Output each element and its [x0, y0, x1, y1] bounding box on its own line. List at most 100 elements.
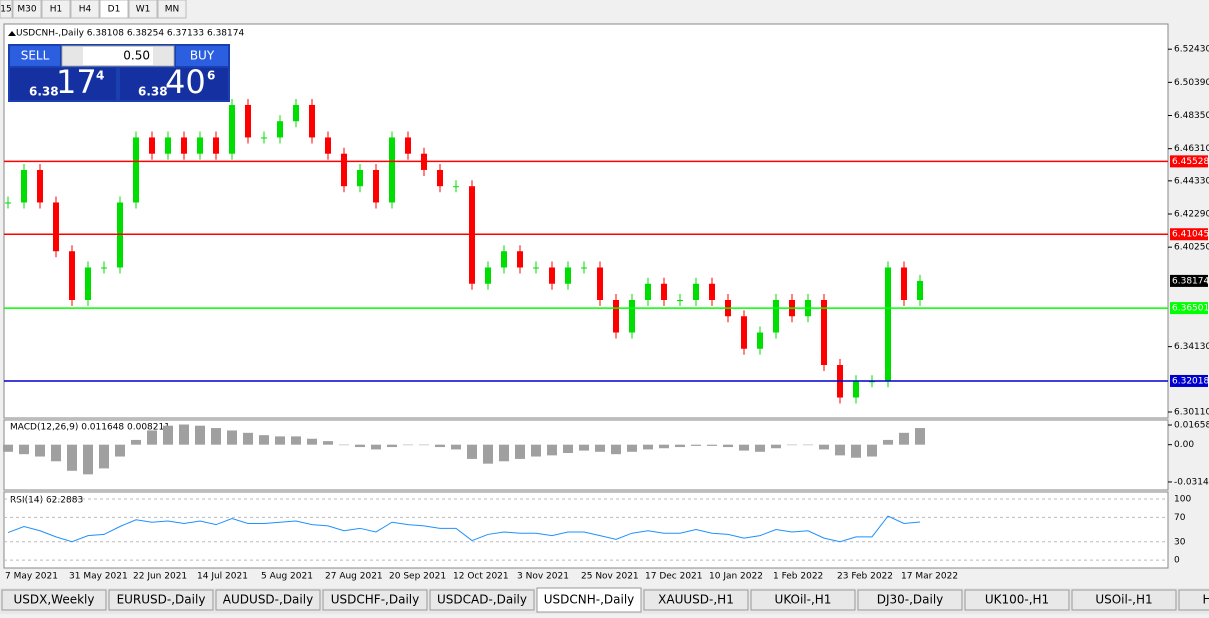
symbol-tab-label[interactable]: DJ30-,Daily — [877, 593, 944, 607]
sell-price-box[interactable] — [10, 68, 116, 100]
macd-bar — [291, 436, 301, 445]
timeframe-button[interactable] — [99, 0, 129, 19]
macd-bar — [499, 444, 509, 462]
timeframe-button[interactable] — [128, 0, 158, 19]
candle-body — [149, 137, 155, 154]
macd-bar — [835, 444, 845, 456]
macd-bar — [35, 444, 45, 457]
symbol-tab[interactable] — [1071, 589, 1177, 611]
symbol-tab[interactable] — [108, 589, 214, 611]
symbol-tab-label[interactable]: HK50-,H1 — [1203, 593, 1209, 607]
lot-down[interactable] — [63, 47, 83, 65]
chart-title: USDCNH-,Daily 6.38108 6.38254 6.37133 6.… — [16, 29, 244, 39]
sell-big: 17 — [56, 63, 97, 101]
symbol-tab[interactable] — [215, 589, 321, 611]
candle-body — [181, 137, 187, 154]
x-tick-label: 27 Aug 2021 — [325, 572, 383, 582]
candle-body — [309, 104, 315, 138]
macd-bar — [259, 435, 269, 445]
symbol-tab[interactable] — [1, 589, 107, 611]
timeframe-button[interactable] — [41, 0, 71, 19]
symbol-tab-label[interactable]: UK100-,H1 — [985, 593, 1049, 607]
macd-bar — [851, 444, 861, 458]
timeframe-button[interactable] — [0, 0, 13, 19]
timeframe-button[interactable] — [157, 0, 187, 19]
symbol-tab[interactable] — [429, 589, 535, 611]
timeframe-button[interactable] — [70, 0, 100, 19]
y-tick-label: 0 — [1174, 556, 1180, 566]
y-tick-label: 6.50390 — [1174, 78, 1209, 88]
x-tick-label: 10 Jan 2022 — [709, 572, 763, 582]
macd-bar — [883, 439, 893, 445]
candle-body — [757, 332, 763, 349]
candle-body — [885, 267, 891, 382]
timeframe-label[interactable]: H1 — [50, 5, 63, 15]
macd-bar — [179, 424, 189, 445]
candle-body — [165, 137, 171, 154]
candle-body — [853, 381, 859, 398]
x-tick-label: 25 Nov 2021 — [581, 572, 639, 582]
macd-bar — [115, 444, 125, 457]
candle-body — [693, 283, 699, 300]
x-tick-label: 12 Oct 2021 — [453, 572, 509, 582]
symbol-tab-label[interactable]: AUDUSD-,Daily — [223, 593, 313, 607]
timeframe-label[interactable]: M30 — [17, 5, 36, 15]
timeframe-label[interactable]: MN — [165, 5, 180, 15]
level-label: 6.45528 — [1172, 157, 1209, 167]
symbol-tab-label[interactable]: EURUSD-,Daily — [117, 593, 206, 607]
y-tick-label: 6.34130 — [1174, 342, 1209, 352]
lot-up[interactable] — [153, 47, 173, 65]
candle-body — [565, 267, 571, 284]
symbol-tab-label[interactable]: USOil-,H1 — [1095, 593, 1152, 607]
macd-bar — [83, 444, 93, 475]
timeframe-label[interactable]: 15 — [0, 5, 11, 15]
macd-bar — [579, 444, 589, 451]
macd-bar — [451, 444, 461, 450]
symbol-tab[interactable] — [750, 589, 856, 611]
macd-bar — [275, 436, 285, 445]
y-tick-label: 0.016586 — [1174, 420, 1209, 430]
candle-body — [613, 299, 619, 333]
timeframe-label[interactable]: D1 — [108, 5, 121, 15]
lot-value: 0.50 — [123, 49, 150, 63]
candle-body — [549, 267, 555, 284]
symbol-tab[interactable] — [1178, 589, 1209, 611]
macd-bar — [643, 444, 653, 450]
buy-button[interactable] — [176, 46, 228, 66]
symbol-tab-label[interactable]: UKOil-,H1 — [775, 593, 832, 607]
macd-bar — [355, 444, 365, 448]
symbol-tab[interactable] — [322, 589, 428, 611]
timeframe-label[interactable]: W1 — [136, 5, 151, 15]
macd-title: MACD(12,26,9) 0.011648 0.008211 — [10, 423, 170, 433]
macd-bar — [51, 444, 61, 462]
symbol-tab-label[interactable]: USDCAD-,Daily — [437, 593, 527, 607]
sell-label[interactable]: SELL — [21, 49, 50, 63]
candle-body — [293, 104, 299, 122]
x-tick-label: 3 Nov 2021 — [517, 572, 569, 582]
macd-bar — [915, 428, 925, 445]
symbol-tab-label[interactable]: USDCHF-,Daily — [331, 593, 419, 607]
symbol-tab-label[interactable]: XAUUSD-,H1 — [658, 593, 734, 607]
symbol-tab-label[interactable]: USDX,Weekly — [14, 593, 95, 607]
sell-button[interactable] — [10, 46, 60, 66]
buy-price-box[interactable] — [120, 68, 228, 100]
candle-body — [773, 299, 779, 333]
lot-input[interactable] — [61, 45, 175, 67]
macd-bar — [691, 444, 701, 446]
candle-body — [37, 169, 43, 203]
symbol-tab[interactable] — [536, 587, 642, 613]
timeframe-button[interactable] — [12, 0, 42, 19]
symbol-tab-label[interactable]: USDCNH-,Daily — [544, 593, 635, 607]
collapse-icon[interactable] — [8, 31, 16, 36]
macd-bar — [163, 425, 173, 445]
macd-bar — [195, 425, 205, 445]
symbol-tab[interactable] — [643, 589, 749, 611]
symbol-tab[interactable] — [857, 589, 963, 611]
buy-label[interactable]: BUY — [190, 49, 215, 63]
timeframe-label[interactable]: H4 — [79, 5, 92, 15]
symbol-tab[interactable] — [964, 589, 1070, 611]
candle-body — [53, 202, 59, 252]
macd-bar — [867, 444, 877, 457]
